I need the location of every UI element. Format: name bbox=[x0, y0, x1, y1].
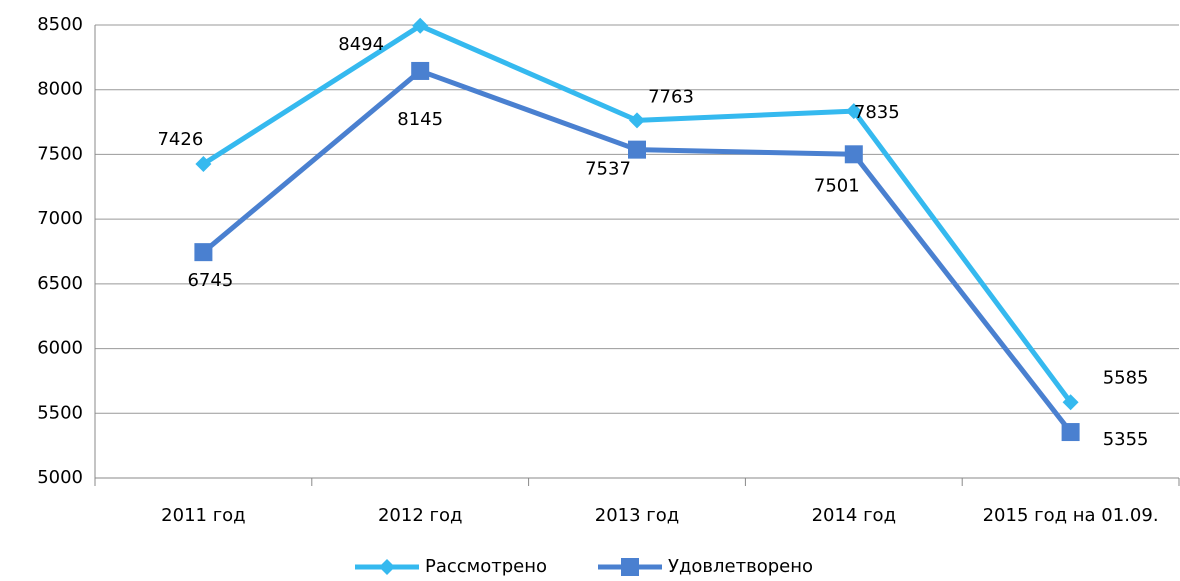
y-tick-label: 6000 bbox=[37, 338, 83, 359]
marker bbox=[1061, 423, 1080, 442]
data-label: 5355 bbox=[1103, 429, 1149, 450]
y-tick-label: 7500 bbox=[37, 143, 83, 164]
marker bbox=[621, 558, 639, 576]
data-label: 7426 bbox=[157, 129, 203, 150]
y-tick-label: 8500 bbox=[37, 14, 83, 35]
data-label: 7835 bbox=[854, 102, 900, 123]
marker bbox=[845, 103, 862, 120]
marker bbox=[412, 17, 429, 34]
marker bbox=[195, 156, 212, 173]
y-tick-label: 5500 bbox=[37, 402, 83, 423]
marker bbox=[194, 243, 213, 262]
data-label: 8145 bbox=[397, 109, 443, 130]
marker bbox=[844, 145, 863, 164]
y-tick-label: 8000 bbox=[37, 79, 83, 100]
y-tick-label: 7000 bbox=[37, 208, 83, 229]
data-label: 7763 bbox=[648, 86, 694, 107]
legend-label: Рассмотрено bbox=[425, 556, 547, 577]
marker bbox=[628, 140, 646, 159]
x-tick-label: 2012 год bbox=[378, 505, 462, 526]
legend-label: Удовлетворено bbox=[668, 556, 813, 577]
marker bbox=[411, 61, 430, 80]
marker bbox=[379, 559, 395, 575]
x-tick-label: 2013 год bbox=[595, 505, 679, 526]
data-label: 8494 bbox=[338, 34, 384, 55]
y-tick-label: 5000 bbox=[37, 467, 83, 488]
marker bbox=[629, 112, 645, 129]
data-label: 6745 bbox=[187, 270, 233, 291]
marker bbox=[1062, 394, 1079, 411]
x-tick-label: 2015 год на 01.09. bbox=[983, 505, 1159, 526]
x-tick-label: 2011 год bbox=[161, 505, 245, 526]
series-line bbox=[202, 23, 1073, 404]
data-label: 5585 bbox=[1103, 367, 1149, 388]
x-tick-label: 2014 год bbox=[812, 505, 896, 526]
y-tick-label: 6500 bbox=[37, 273, 83, 294]
data-label: 7501 bbox=[814, 175, 860, 196]
data-label: 7537 bbox=[585, 159, 631, 180]
